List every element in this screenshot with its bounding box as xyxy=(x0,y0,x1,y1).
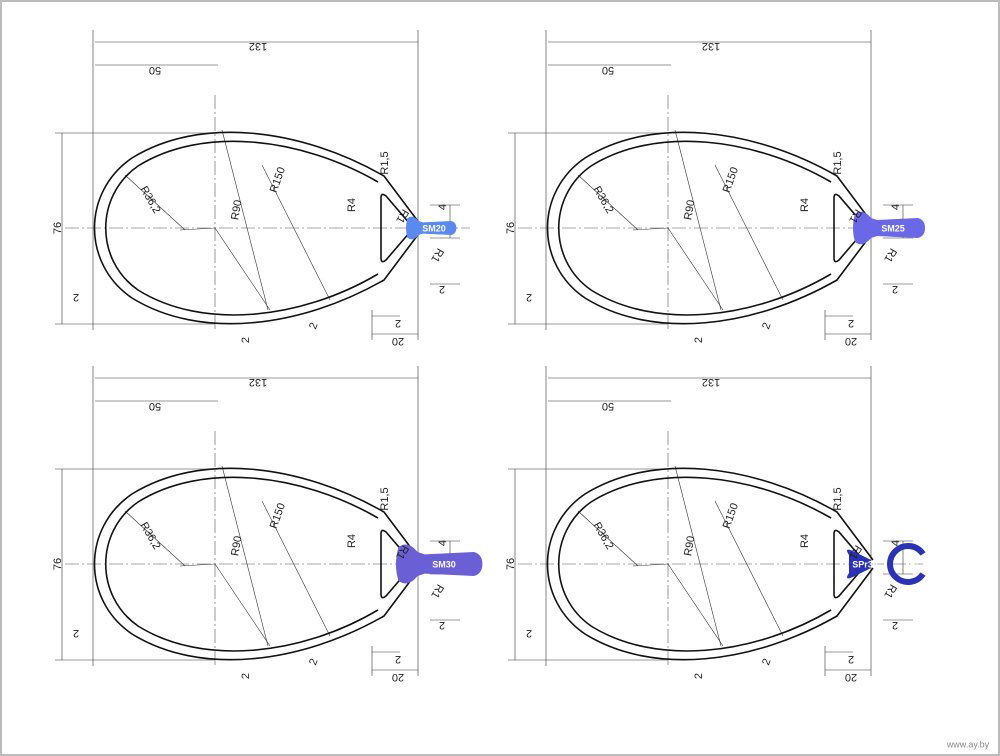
seal-label: SM30 xyxy=(432,559,456,569)
dimension-label: R90 xyxy=(229,199,244,221)
dimension-label: R90 xyxy=(229,535,244,557)
dimension-label: 2 xyxy=(395,317,401,329)
radius-line xyxy=(674,465,722,647)
dimension-label: 2 xyxy=(848,653,854,665)
radius-line xyxy=(261,164,331,301)
profile-outer xyxy=(546,467,874,661)
dimension-label: 50 xyxy=(149,400,161,412)
dimension-label: 2 xyxy=(892,283,898,295)
dimension-label: R90 xyxy=(682,535,697,557)
dimension-label: R4 xyxy=(346,534,358,548)
seal-ring xyxy=(887,543,926,585)
dimension-label: 132 xyxy=(249,40,267,52)
dimension-label: 4 xyxy=(890,204,902,210)
dimension-label: 50 xyxy=(602,400,614,412)
dimension-label: 2 xyxy=(693,337,705,343)
radius-line xyxy=(632,563,669,567)
dimension-label: 2 xyxy=(526,627,532,639)
seal-profile xyxy=(406,216,457,240)
dimension-label: 20 xyxy=(392,335,404,347)
profile-inner xyxy=(558,476,832,652)
dimension-label: 76 xyxy=(505,558,517,570)
dimension-label: R4 xyxy=(799,534,811,548)
dimension-label: 2 xyxy=(439,283,445,295)
dimension-label: 76 xyxy=(52,558,64,570)
radius-line xyxy=(667,563,724,647)
dimension-label: 132 xyxy=(702,40,720,52)
dimension-label: 4 xyxy=(890,540,902,546)
seal-shape xyxy=(406,216,457,240)
dimension-label: R1,5 xyxy=(379,487,391,510)
dimension-label: 50 xyxy=(149,64,161,76)
seal-label: SM20 xyxy=(422,223,446,233)
dimension-label: 132 xyxy=(249,376,267,388)
radius-line xyxy=(214,563,271,647)
radius-line xyxy=(221,465,269,647)
dimension-label: 20 xyxy=(845,671,857,683)
dimension-label: R4 xyxy=(346,198,358,212)
radius-line xyxy=(124,510,186,567)
dimension-label: 20 xyxy=(845,335,857,347)
dimension-label: R1,5 xyxy=(832,151,844,174)
dimension-label: 2 xyxy=(395,653,401,665)
radius-line xyxy=(577,174,639,231)
dimension-label: 2 xyxy=(439,619,445,631)
watermark: www.ay.by xyxy=(946,739,990,749)
radius-line xyxy=(221,129,269,311)
profile-outer xyxy=(546,131,874,325)
dimension-label: 76 xyxy=(505,222,517,234)
radius-line xyxy=(179,227,216,231)
profile-outer xyxy=(93,467,421,661)
profile-outer xyxy=(93,131,421,325)
dimension-label: 2 xyxy=(693,673,705,679)
dimension-label: 2 xyxy=(307,657,320,667)
dimension-label: 76 xyxy=(52,222,64,234)
dimension-label: 4 xyxy=(437,204,449,210)
dimension-label: R4 xyxy=(799,198,811,212)
dimension-label: 2 xyxy=(307,321,320,331)
radius-line xyxy=(714,500,784,637)
dimension-label: 2 xyxy=(240,673,252,679)
dimension-label: 2 xyxy=(892,619,898,631)
radius-line xyxy=(714,164,784,301)
dimension-label: 132 xyxy=(702,376,720,388)
dimension-label: 4 xyxy=(437,540,449,546)
seal-label: SM25 xyxy=(881,223,905,233)
dimension-label: 2 xyxy=(760,657,773,667)
seal-shape xyxy=(853,211,925,245)
dimension-label: 9 xyxy=(910,561,921,567)
radius-line xyxy=(674,129,722,311)
dimension-label: R1,5 xyxy=(379,151,391,174)
dimension-label: 2 xyxy=(760,321,773,331)
profile-inner xyxy=(105,476,379,652)
radius-line xyxy=(577,510,639,567)
seal-shape xyxy=(396,544,483,584)
seal-label: SPr30 xyxy=(852,559,878,569)
radius-line xyxy=(214,227,271,311)
seal-shape xyxy=(847,549,871,579)
dimension-label: R90 xyxy=(682,199,697,221)
profile-inner xyxy=(558,140,832,316)
radius-line xyxy=(124,174,186,231)
dimension-label: 2 xyxy=(240,337,252,343)
dimension-label: R1,5 xyxy=(832,487,844,510)
seal-profile xyxy=(853,211,925,245)
radius-line xyxy=(261,500,331,637)
seal-profile xyxy=(396,544,483,584)
dimension-label: 2 xyxy=(73,291,79,303)
dimension-label: 50 xyxy=(602,64,614,76)
dimension-label: 2 xyxy=(526,291,532,303)
dimension-label: 20 xyxy=(392,671,404,683)
radius-line xyxy=(632,227,669,231)
dimension-label: 2 xyxy=(73,627,79,639)
dimension-label: 2 xyxy=(848,317,854,329)
profile-inner xyxy=(105,140,379,316)
radius-line xyxy=(179,563,216,567)
radius-line xyxy=(667,227,724,311)
